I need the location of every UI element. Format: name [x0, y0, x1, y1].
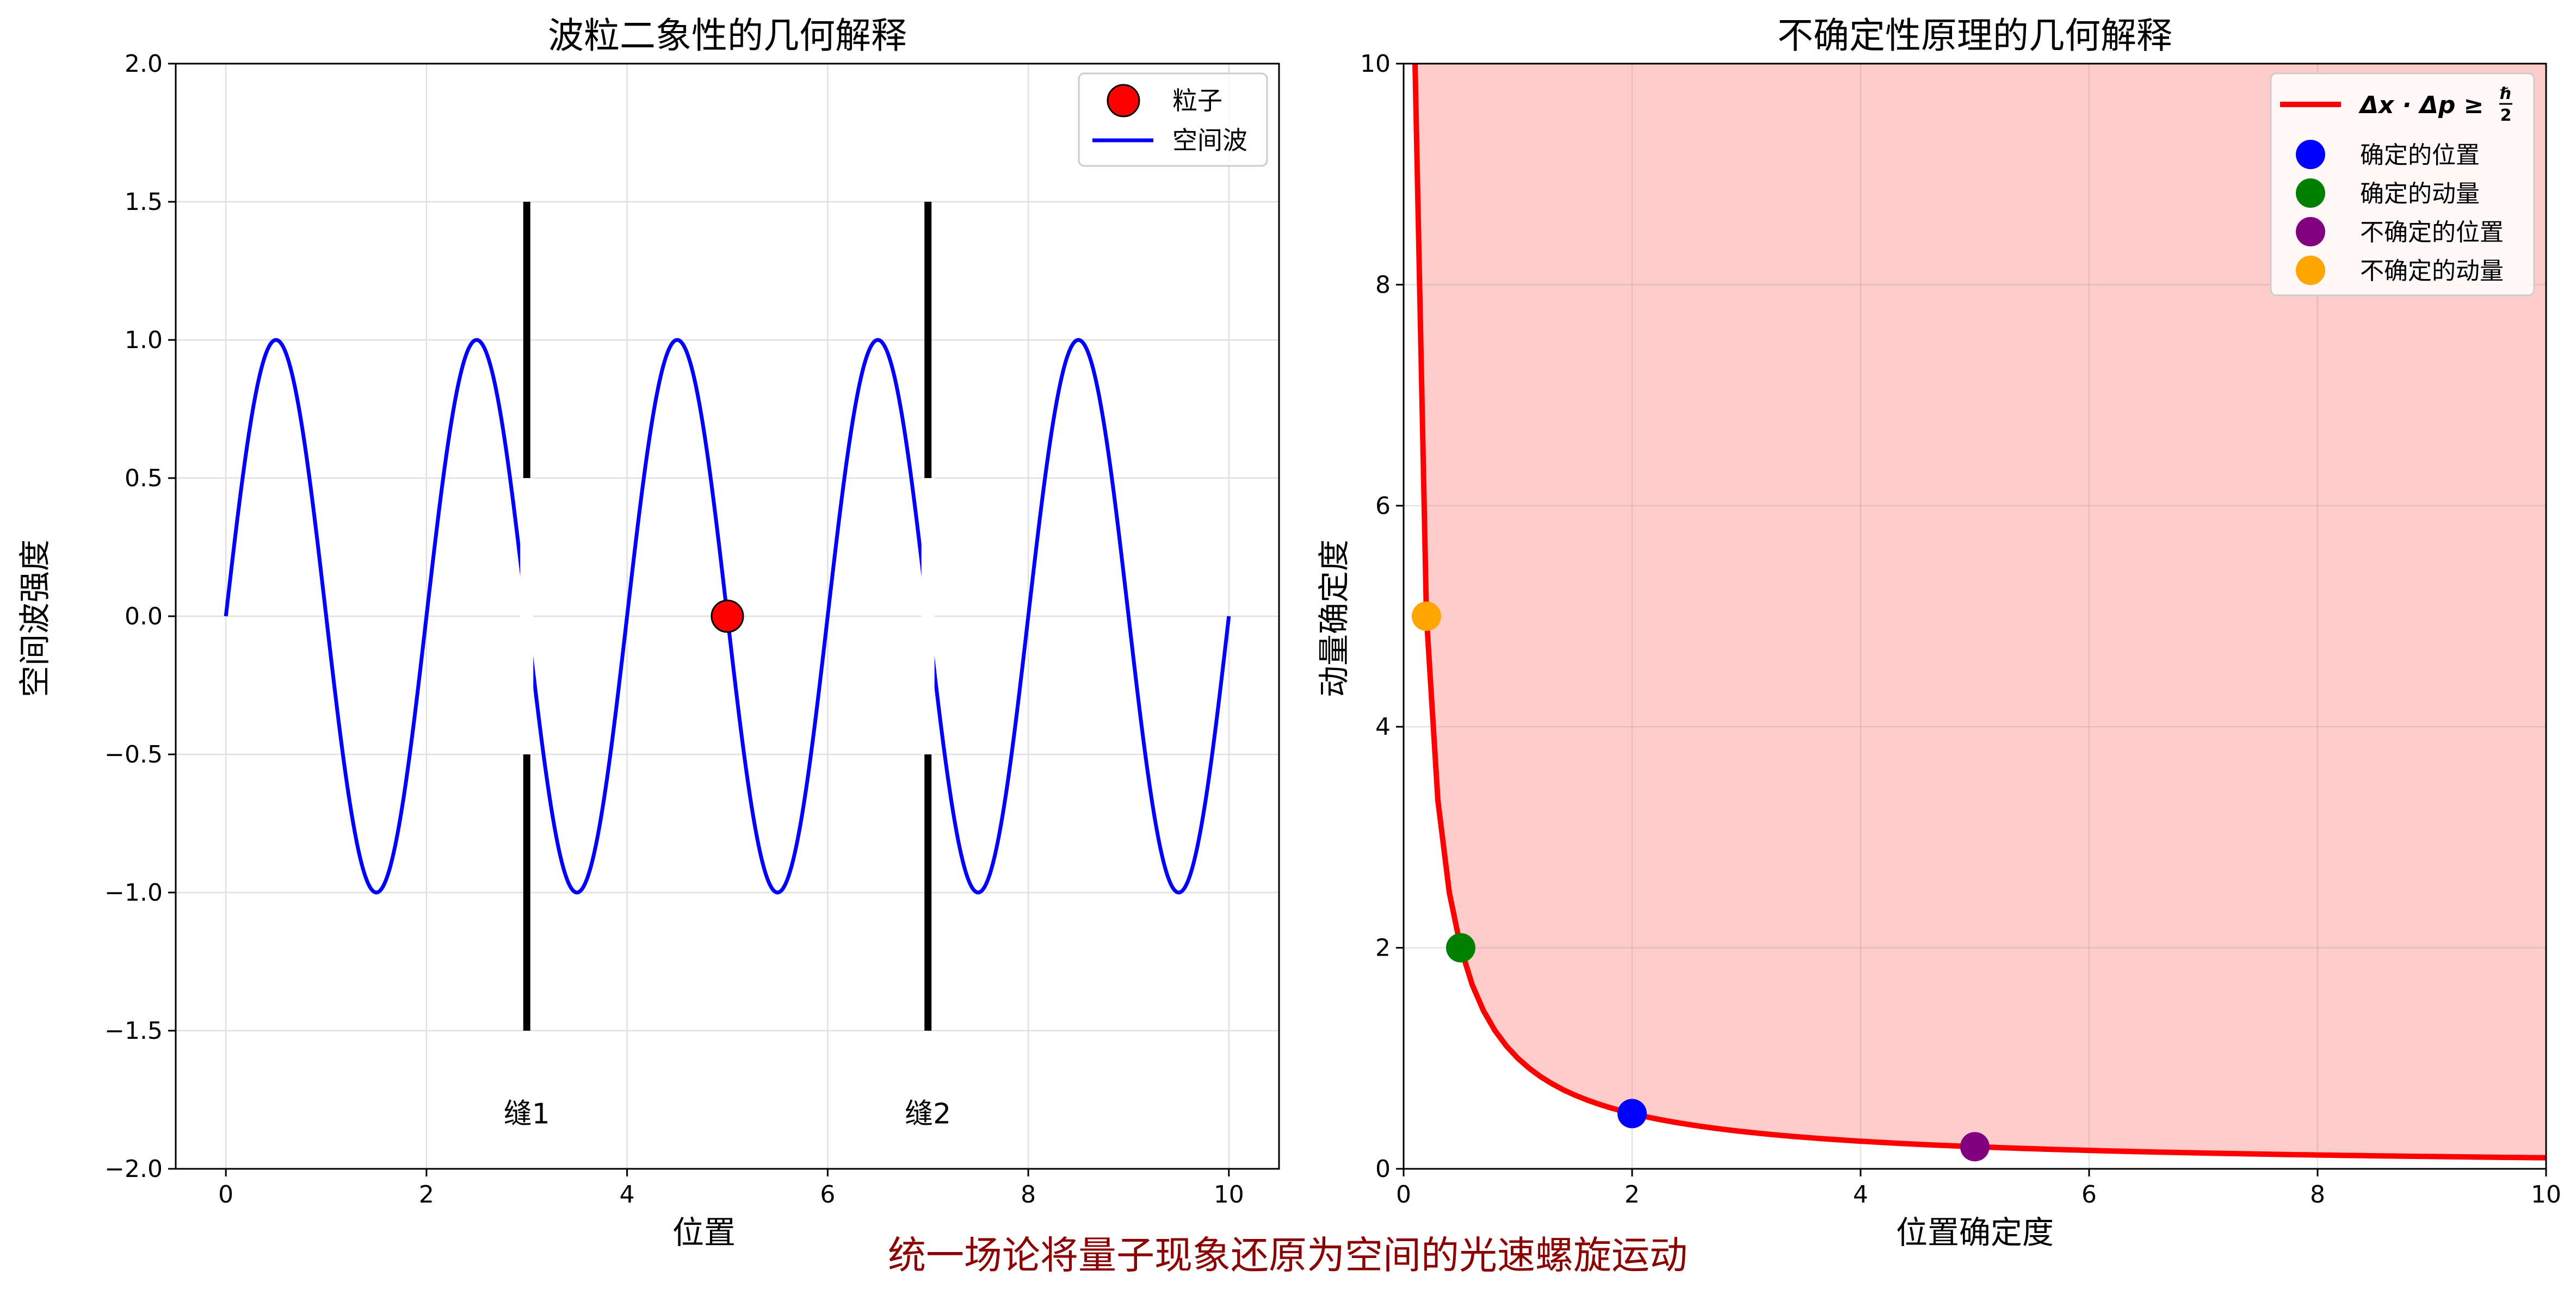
chart1-legend: 粒子 空间波: [1078, 72, 1268, 167]
chart2-x-tick-label: 8: [2310, 1181, 2325, 1209]
chart2-x-label: 位置确定度: [1896, 1214, 2054, 1251]
legend-label-point-4: 不确定的动量: [2360, 257, 2504, 285]
point-3: [1960, 1132, 1990, 1162]
chart1-y-tick-label: 2.0: [125, 50, 163, 78]
chart2-y-tick-label: 8: [1375, 271, 1391, 299]
chart2-title: 不确定性原理的几何解释: [1777, 15, 2172, 57]
chart2-x-tick-label: 4: [1853, 1181, 1868, 1209]
slit-1-label: 缝1: [504, 1098, 550, 1130]
legend-label-point-2: 确定的动量: [2360, 180, 2480, 208]
chart2-y-axis: 0 2 4 6 8 10: [1360, 50, 1404, 1183]
point-1: [1617, 1099, 1647, 1129]
chart2-fill-layer: [1415, 64, 2546, 1158]
legend-marker-particle: [1107, 84, 1140, 117]
legend-label-point-3: 不确定的位置: [2360, 219, 2504, 246]
legend-marker-point-4: [2296, 256, 2325, 285]
chart1-y-axis: −2.0 −1.5 −1.0 −0.5 0.0 0.5 1.0 1.5 2.0: [104, 50, 176, 1183]
chart2-y-tick-label: 0: [1375, 1155, 1391, 1183]
chart2-y-tick-label: 4: [1375, 713, 1391, 741]
point-2: [1446, 933, 1475, 963]
chart2-x-tick-label: 0: [1396, 1181, 1411, 1209]
chart2-x-tick-label: 2: [1624, 1181, 1640, 1209]
slit-2-label: 缝2: [905, 1098, 951, 1130]
chart1-y-label: 空间波强度: [16, 540, 53, 697]
chart2-frame: [1403, 63, 2547, 1170]
legend-label-uncertainty-main: Δx · Δp ≥: [2358, 91, 2484, 119]
legend-label-wave: 空间波: [1172, 126, 1247, 155]
legend-marker-point-2: [2296, 178, 2325, 208]
chart2-x-tick-label: 6: [2081, 1181, 2097, 1209]
chart1-y-tick-label: 1.5: [125, 188, 163, 216]
chart2-y-tick-label: 10: [1360, 50, 1391, 78]
chart2-y-tick-label: 6: [1375, 492, 1391, 520]
chart2-plot-area: [1412, 64, 2546, 1162]
chart1-y-tick-label: −0.5: [104, 741, 163, 769]
particle-point: [711, 599, 744, 633]
chart1-x-tick-label: 4: [620, 1181, 635, 1209]
legend-label-point-1: 确定的位置: [2360, 141, 2480, 169]
chart1-y-tick-label: 0.5: [125, 464, 163, 492]
chart1-y-tick-label: 1.0: [125, 326, 163, 354]
legend-marker-point-1: [2296, 140, 2325, 169]
chart1-x-label: 位置: [672, 1214, 736, 1251]
legend-marker-point-3: [2296, 217, 2325, 246]
chart2-x-tick-label: 10: [2531, 1181, 2561, 1209]
chart1-y-tick-label: −2.0: [104, 1155, 163, 1183]
chart2-legend-box: [2270, 72, 2535, 296]
slit-2-gap: [921, 478, 935, 754]
legend-fraction-numerator: ℏ: [2500, 84, 2511, 103]
chart1-x-tick-label: 6: [820, 1181, 835, 1209]
figure-caption: 统一场论将量子现象还原为空间的光速螺旋运动: [888, 1233, 1688, 1278]
chart2-y-tick-label: 2: [1375, 934, 1391, 962]
chart1-y-tick-label: −1.0: [104, 879, 163, 907]
chart1-plot-area: [224, 202, 1231, 1031]
point-4: [1412, 602, 1441, 631]
chart1-y-tick-label: 0.0: [125, 603, 163, 630]
chart1-x-tick-label: 2: [419, 1181, 434, 1209]
chart1-title: 波粒二象性的几何解释: [548, 15, 907, 57]
chart1-x-tick-label: 8: [1021, 1181, 1036, 1209]
legend-label-uncertainty: Δx · Δp ≥: [2358, 91, 2484, 119]
chart2-y-label: 动量确定度: [1315, 540, 1352, 697]
chart1-y-tick-label: −1.5: [104, 1017, 163, 1045]
chart1-x-tick-label: 0: [218, 1181, 233, 1209]
chart-wave-particle: 波粒二象性的几何解释 0 2 4 6 8 10 −2.0 −1.5 −1.0 −0.5 0.0 0.…: [16, 15, 1280, 1251]
chart2-x-axis: 0 2 4 6 8 10: [1396, 1169, 2561, 1209]
uncertainty-fill-region: [1415, 64, 2546, 1158]
legend-fraction-denominator: 2: [2500, 106, 2512, 125]
legend-label-particle: 粒子: [1172, 86, 1222, 115]
chart1-x-axis: 0 2 4 6 8 10: [218, 1169, 1244, 1209]
slit-1-gap: [520, 478, 534, 754]
chart1-slit-labels: 缝1 缝2: [504, 1098, 952, 1130]
chart1-x-tick-label: 10: [1214, 1181, 1244, 1209]
